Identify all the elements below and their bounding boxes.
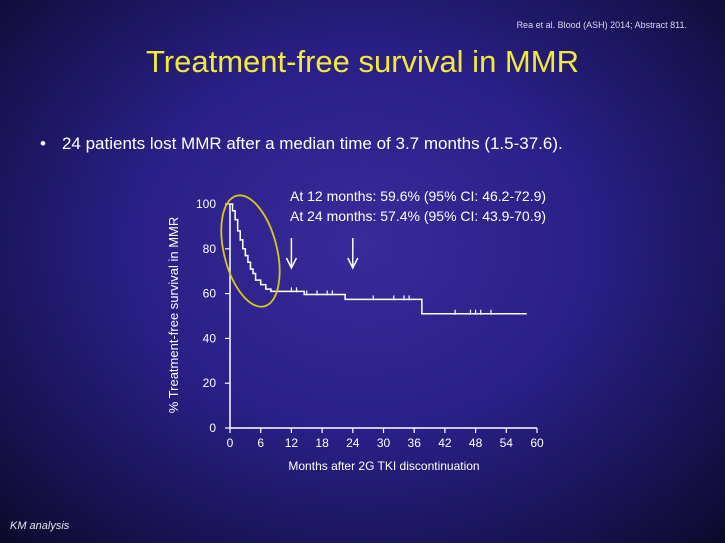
x-tick-label: 18 [315, 436, 329, 450]
y-axis-label: % Treatment-free survival in MMR [166, 217, 181, 414]
y-tick-label: 100 [196, 197, 216, 211]
bullet-point: • 24 patients lost MMR after a median tim… [40, 134, 563, 154]
x-tick-label: 60 [530, 436, 544, 450]
x-tick-label: 42 [438, 436, 452, 450]
x-tick-label: 48 [469, 436, 483, 450]
slide-title: Treatment-free survival in MMR [146, 44, 579, 79]
bullet-text: 24 patients lost MMR after a median time… [61, 134, 563, 153]
x-tick-label: 36 [408, 436, 422, 450]
arrow-head [285, 257, 298, 270]
annotation-12-months: At 12 months: 59.6% (95% CI: 46.2-72.9) [290, 188, 546, 204]
bullet-dot: • [40, 134, 46, 153]
x-tick-label: 30 [377, 436, 391, 450]
y-tick-label: 60 [203, 287, 217, 301]
y-tick-label: 20 [203, 376, 217, 390]
citation: Rea et al. Blood (ASH) 2014; Abstract 81… [516, 20, 687, 30]
arrow-head [347, 257, 359, 270]
x-axis-label: Months after 2G TKI discontinuation [288, 459, 479, 473]
y-tick-label: 40 [203, 331, 217, 345]
highlight-ellipse [220, 194, 281, 308]
annotation-24-months: At 24 months: 57.4% (95% CI: 43.9-70.9) [290, 208, 546, 224]
y-tick-label: 80 [203, 242, 217, 256]
x-tick-label: 12 [285, 436, 299, 450]
x-tick-label: 24 [346, 436, 360, 450]
survival-curve [230, 203, 527, 315]
x-tick-label: 0 [227, 436, 234, 450]
x-tick-label: 6 [257, 436, 264, 450]
footer-note: KM analysis [10, 520, 70, 532]
x-tick-label: 54 [500, 436, 514, 450]
y-tick-label: 0 [209, 421, 216, 435]
